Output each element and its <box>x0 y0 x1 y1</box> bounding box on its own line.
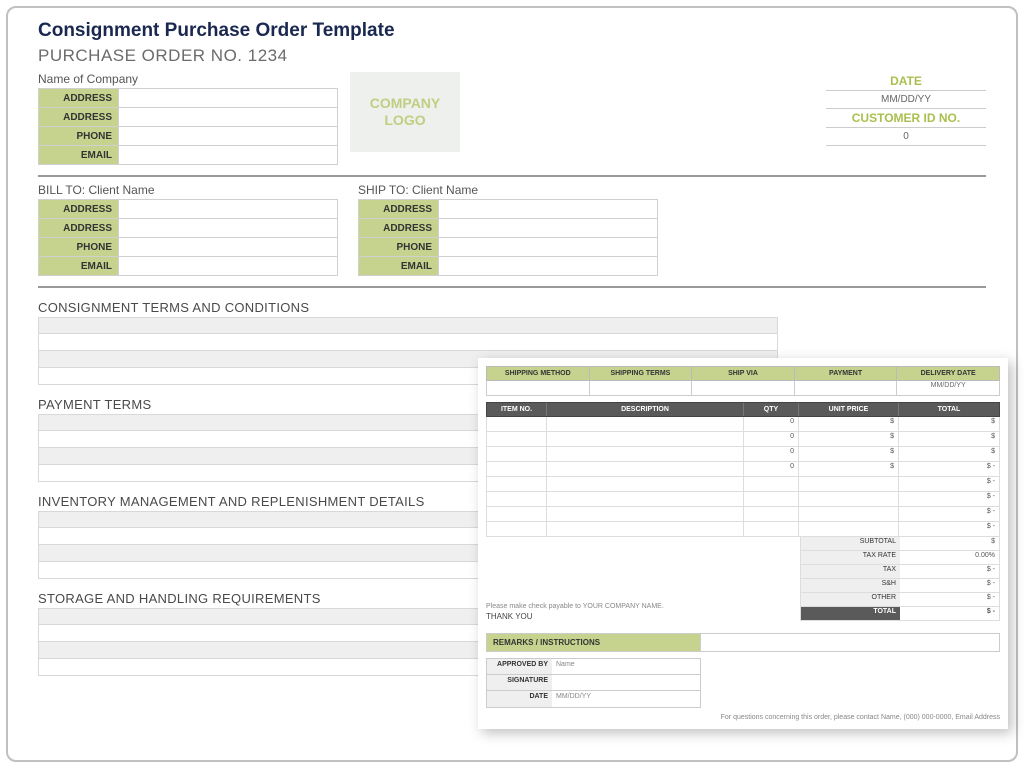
contact-footer: For questions concerning this order, ple… <box>486 714 1000 721</box>
cell[interactable] <box>692 381 795 395</box>
date-customer-block: DATE MM/DD/YY CUSTOMER ID NO. 0 <box>826 72 986 146</box>
field-value[interactable] <box>119 200 338 219</box>
col-header: SHIPPING TERMS <box>590 367 693 380</box>
item-row[interactable]: $ - <box>486 492 1000 507</box>
col-header: QTY <box>744 403 799 416</box>
thank-you: THANK YOU <box>486 612 800 621</box>
field-value[interactable] <box>439 200 658 219</box>
field-label: EMAIL <box>359 257 439 276</box>
field-label: ADDRESS <box>359 200 439 219</box>
document-frame: Consignment Purchase Order Template PURC… <box>6 6 1018 762</box>
po-number: PURCHASE ORDER NO. 1234 <box>38 46 986 66</box>
customer-id-label: CUSTOMER ID NO. <box>826 109 986 128</box>
total-row: TAX$ - <box>800 565 1000 579</box>
shipping-header-row: SHIPPING METHOD SHIPPING TERMS SHIP VIA … <box>486 366 1000 381</box>
cell[interactable] <box>487 381 590 395</box>
col-header: DELIVERY DATE <box>897 367 999 380</box>
customer-id-value[interactable]: 0 <box>826 128 986 146</box>
bill-to-block: BILL TO: Client Name ADDRESS ADDRESS PHO… <box>38 183 338 276</box>
col-header: SHIP VIA <box>692 367 795 380</box>
item-row[interactable]: $ - <box>486 522 1000 537</box>
field-label: PHONE <box>39 238 119 257</box>
cell[interactable] <box>795 381 898 395</box>
remarks-value[interactable] <box>701 633 1000 652</box>
total-row: TAX RATE0.00% <box>800 551 1000 565</box>
total-row: OTHER$ - <box>800 593 1000 607</box>
approve-row[interactable]: SIGNATURE <box>487 675 700 691</box>
section-terms-title: CONSIGNMENT TERMS AND CONDITIONS <box>38 300 986 315</box>
col-header: ITEM NO. <box>487 403 547 416</box>
totals-block: SUBTOTAL$TAX RATE0.00%TAX$ -S&H$ -OTHER$… <box>800 537 1000 621</box>
bill-ship-row: BILL TO: Client Name ADDRESS ADDRESS PHO… <box>38 183 986 276</box>
below-items-row: Please make check payable to YOUR COMPAN… <box>486 537 1000 621</box>
item-row[interactable]: 0$$ <box>486 417 1000 432</box>
approve-row[interactable]: DATEMM/DD/YY <box>487 691 700 707</box>
ship-to-title: SHIP TO: Client Name <box>358 183 658 197</box>
divider <box>38 286 986 288</box>
item-rows: 0$$0$$0$$0$$ -$ -$ -$ -$ - <box>486 417 1000 537</box>
field-value[interactable] <box>119 257 338 276</box>
item-row[interactable]: 0$$ <box>486 432 1000 447</box>
detail-overlay-panel: SHIPPING METHOD SHIPPING TERMS SHIP VIA … <box>478 358 1008 729</box>
field-label: EMAIL <box>39 257 119 276</box>
header-row: Name of Company ADDRESS ADDRESS PHONE EM… <box>38 72 986 165</box>
ship-to-table: ADDRESS ADDRESS PHONE EMAIL <box>358 199 658 276</box>
col-header: SHIPPING METHOD <box>487 367 590 380</box>
field-value[interactable] <box>439 257 658 276</box>
field-value[interactable] <box>119 219 338 238</box>
field-value[interactable] <box>119 89 338 108</box>
grand-total-row: TOTAL$ - <box>800 607 1000 621</box>
cell[interactable]: MM/DD/YY <box>897 381 999 395</box>
item-header-row: ITEM NO. DESCRIPTION QTY UNIT PRICE TOTA… <box>486 402 1000 417</box>
item-row[interactable]: $ - <box>486 477 1000 492</box>
col-header: DESCRIPTION <box>547 403 744 416</box>
field-value[interactable] <box>119 108 338 127</box>
field-label: ADDRESS <box>359 219 439 238</box>
col-header: UNIT PRICE <box>799 403 899 416</box>
company-name-label: Name of Company <box>38 72 338 86</box>
field-value[interactable] <box>119 146 338 165</box>
ship-to-block: SHIP TO: Client Name ADDRESS ADDRESS PHO… <box>358 183 658 276</box>
company-logo-placeholder: COMPANY LOGO <box>350 72 460 152</box>
approval-block: APPROVED BYNameSIGNATUREDATEMM/DD/YY <box>486 658 701 708</box>
field-value[interactable] <box>119 238 338 257</box>
bill-to-title: BILL TO: Client Name <box>38 183 338 197</box>
col-header: PAYMENT <box>795 367 898 380</box>
company-block: Name of Company ADDRESS ADDRESS PHONE EM… <box>38 72 338 165</box>
date-label: DATE <box>826 72 986 91</box>
total-row: S&H$ - <box>800 579 1000 593</box>
field-label: ADDRESS <box>39 219 119 238</box>
col-header: TOTAL <box>899 403 999 416</box>
field-label: PHONE <box>39 127 119 146</box>
field-label: EMAIL <box>39 146 119 165</box>
shipping-value-row[interactable]: MM/DD/YY <box>486 381 1000 396</box>
field-value[interactable] <box>439 219 658 238</box>
field-label: ADDRESS <box>39 200 119 219</box>
field-label: PHONE <box>359 238 439 257</box>
divider <box>38 175 986 177</box>
cell[interactable] <box>590 381 693 395</box>
item-row[interactable]: $ - <box>486 507 1000 522</box>
company-address-table: ADDRESS ADDRESS PHONE EMAIL <box>38 88 338 165</box>
field-label: ADDRESS <box>39 89 119 108</box>
field-value[interactable] <box>119 127 338 146</box>
main-title: Consignment Purchase Order Template <box>38 20 986 42</box>
payment-note: Please make check payable to YOUR COMPAN… <box>486 603 800 610</box>
item-row[interactable]: 0$$ - <box>486 462 1000 477</box>
bill-to-table: ADDRESS ADDRESS PHONE EMAIL <box>38 199 338 276</box>
item-row[interactable]: 0$$ <box>486 447 1000 462</box>
total-row: SUBTOTAL$ <box>800 537 1000 551</box>
approve-row[interactable]: APPROVED BYName <box>487 659 700 675</box>
field-label: ADDRESS <box>39 108 119 127</box>
field-value[interactable] <box>439 238 658 257</box>
remarks-label: REMARKS / INSTRUCTIONS <box>486 633 701 652</box>
remarks-row: REMARKS / INSTRUCTIONS <box>486 633 1000 652</box>
date-value[interactable]: MM/DD/YY <box>826 91 986 109</box>
